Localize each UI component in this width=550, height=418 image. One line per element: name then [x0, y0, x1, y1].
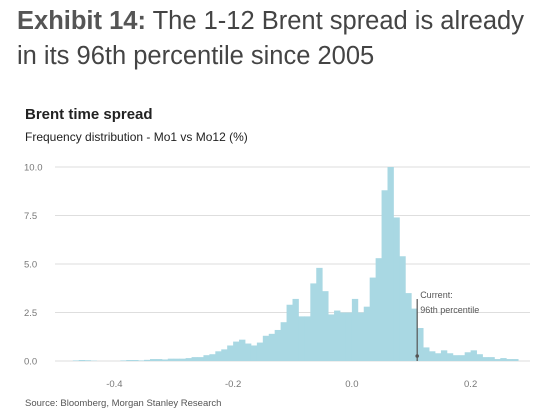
histogram-bar: [369, 277, 377, 361]
histogram-bar: [316, 267, 323, 361]
histogram-bar: [482, 357, 489, 361]
histogram-bar: [155, 359, 163, 361]
histogram-bar: [375, 258, 382, 361]
histogram-bar: [292, 298, 299, 361]
x-tick-label: 0.0: [345, 379, 358, 390]
histogram-bar: [245, 343, 252, 361]
histogram-bar: [144, 359, 151, 361]
source-note: Source: Bloomberg, Morgan Stanley Resear…: [25, 398, 222, 409]
histogram-bar: [322, 291, 329, 361]
histogram-bar: [512, 359, 519, 361]
histogram-bar: [239, 339, 246, 361]
histogram-bar: [120, 360, 127, 361]
histogram-bar: [304, 316, 311, 361]
histogram-bar: [488, 357, 495, 361]
current-marker-dot: [415, 354, 419, 358]
exhibit-heading: Exhibit 14: The 1-12 Brent spread is alr…: [17, 4, 542, 74]
chart-subtitle: Frequency distribution - Mo1 vs Mo12 (%): [25, 130, 248, 144]
histogram-bar: [227, 345, 234, 361]
histogram-bar: [161, 359, 169, 361]
histogram-bar: [280, 322, 287, 361]
histogram-bar: [179, 358, 187, 361]
histogram-bar: [464, 352, 472, 361]
histogram-bar: [506, 359, 513, 361]
histogram-bar: [387, 167, 394, 361]
y-tick-label: 7.5: [24, 211, 37, 222]
histogram-bar: [340, 312, 347, 361]
histogram-bar: [417, 328, 424, 361]
histogram-bar: [215, 351, 222, 361]
histogram-bar: [78, 360, 86, 361]
histogram-bar: [458, 355, 466, 361]
histogram-bar: [399, 256, 406, 361]
histogram-bar: [173, 358, 181, 361]
annotation-text: Current:: [420, 290, 453, 300]
histogram-bar: [298, 316, 305, 361]
annotation-text: 96th percentile: [420, 305, 479, 315]
exhibit-label: Exhibit 14:: [17, 7, 146, 35]
histogram-bar: [286, 304, 293, 361]
histogram-bar: [132, 360, 139, 361]
y-tick-label: 2.5: [24, 308, 37, 319]
histogram-bar: [393, 217, 400, 361]
histogram-bar: [328, 314, 335, 361]
histogram-bar: [203, 355, 210, 361]
histogram-bar: [476, 354, 483, 361]
chart-title: Brent time spread: [25, 106, 153, 123]
histogram-bar: [405, 293, 412, 361]
exhibit-title: The 1-12 Brent spread is already in its …: [17, 7, 524, 70]
histogram-bar: [363, 306, 371, 361]
histogram-bar: [470, 350, 477, 361]
histogram-bar: [351, 298, 359, 361]
histogram-bar: [126, 360, 133, 361]
x-tick-label: -0.2: [225, 379, 241, 390]
histogram-bar: [209, 354, 216, 361]
histogram-bar: [423, 347, 430, 361]
y-tick-label: 10.0: [24, 163, 43, 174]
histogram-bar: [381, 190, 388, 361]
y-tick-label: 5.0: [24, 260, 37, 271]
histogram-bar: [334, 310, 341, 361]
x-tick-label: -0.4: [106, 379, 122, 390]
x-tick-label: 0.2: [464, 379, 477, 390]
current-percentile-annotation: Current: 96th percentile: [415, 290, 479, 361]
histogram-bar: [357, 312, 365, 361]
histogram-bar: [446, 353, 454, 361]
histogram-bar: [411, 308, 418, 361]
x-axis-tick-labels: -0.4 -0.2 0.0 0.2: [106, 379, 477, 390]
histogram-bar: [268, 333, 276, 361]
histogram-bar: [494, 359, 501, 361]
histogram-bar: [310, 283, 317, 361]
histogram-bar: [84, 360, 92, 361]
y-tick-label: 0.0: [24, 357, 37, 368]
histogram-bar: [167, 358, 175, 361]
histogram-bar: [221, 349, 228, 361]
histogram-bar: [256, 342, 264, 361]
histogram-bar: [262, 335, 270, 361]
histogram-bar: [72, 360, 80, 361]
histogram-bar: [185, 358, 192, 361]
histogram-bar: [138, 360, 145, 361]
histogram-bar: [197, 357, 204, 361]
histogram-bar: [435, 353, 442, 361]
histogram-bar: [440, 350, 448, 361]
histogram-bar: [150, 359, 157, 361]
histogram-bar: [233, 341, 240, 361]
histogram-bar: [452, 355, 460, 361]
histogram-bar: [274, 329, 282, 361]
histogram-bar: [500, 358, 507, 361]
histogram-bar: [250, 345, 258, 361]
histogram-bars: [72, 167, 519, 361]
histogram-bar: [191, 357, 198, 361]
histogram-bar: [429, 351, 436, 361]
histogram-bar: [345, 312, 353, 361]
y-axis-tick-labels: 0.0 2.5 5.0 7.5 10.0: [24, 163, 43, 368]
